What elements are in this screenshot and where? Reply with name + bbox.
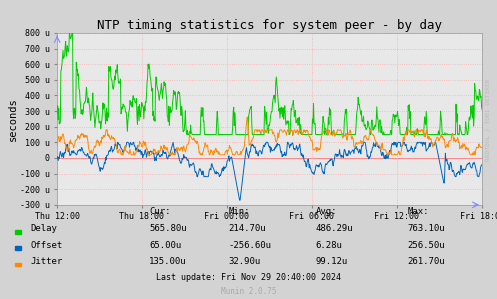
Text: 65.00u: 65.00u xyxy=(149,241,181,250)
Text: Cur:: Cur: xyxy=(149,207,170,216)
Text: RRDTOOL / TOBI OETIKER: RRDTOOL / TOBI OETIKER xyxy=(486,78,491,161)
Y-axis label: seconds: seconds xyxy=(8,97,18,141)
Text: 256.50u: 256.50u xyxy=(408,241,445,250)
Text: Last update: Fri Nov 29 20:40:00 2024: Last update: Fri Nov 29 20:40:00 2024 xyxy=(156,273,341,282)
Text: 261.70u: 261.70u xyxy=(408,257,445,266)
Text: 486.29u: 486.29u xyxy=(316,225,353,234)
Text: Avg:: Avg: xyxy=(316,207,337,216)
Text: 565.80u: 565.80u xyxy=(149,225,187,234)
Text: 214.70u: 214.70u xyxy=(229,225,266,234)
Text: Offset: Offset xyxy=(31,241,63,250)
Text: Min:: Min: xyxy=(229,207,250,216)
Text: Jitter: Jitter xyxy=(31,257,63,266)
Text: 99.12u: 99.12u xyxy=(316,257,348,266)
Text: Munin 2.0.75: Munin 2.0.75 xyxy=(221,287,276,296)
Text: 6.28u: 6.28u xyxy=(316,241,342,250)
Text: Delay: Delay xyxy=(31,225,58,234)
Text: 135.00u: 135.00u xyxy=(149,257,187,266)
Title: NTP timing statistics for system peer - by day: NTP timing statistics for system peer - … xyxy=(97,19,442,32)
Text: 763.10u: 763.10u xyxy=(408,225,445,234)
Text: Max:: Max: xyxy=(408,207,429,216)
Text: -256.60u: -256.60u xyxy=(229,241,272,250)
Text: 32.90u: 32.90u xyxy=(229,257,261,266)
